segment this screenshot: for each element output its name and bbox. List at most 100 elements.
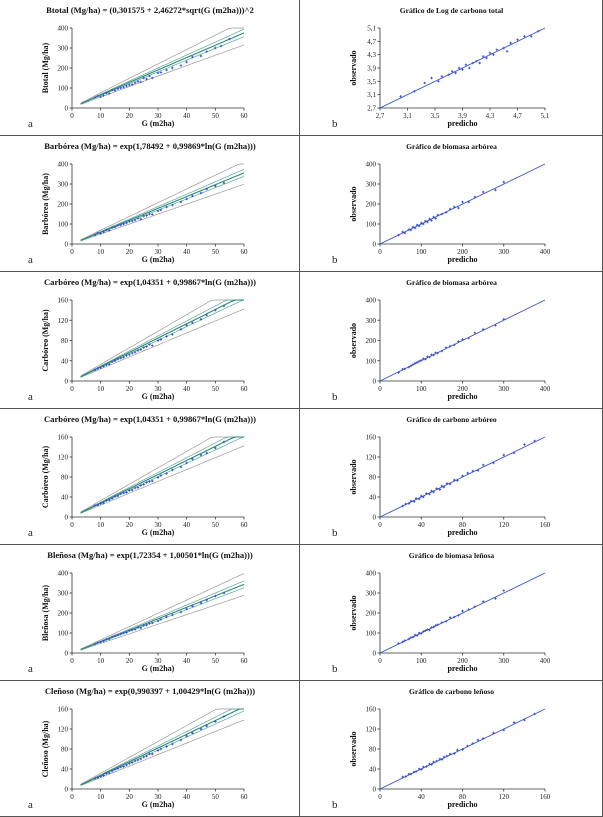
y-tick-label: 80 (369, 474, 377, 482)
data-point (108, 363, 111, 366)
panel-4-a: Carbóreo (Mg/ha) = exp(1,04351 + 0,99867… (0, 409, 300, 545)
data-point (445, 754, 449, 758)
data-point (440, 621, 444, 624)
data-point (125, 631, 128, 634)
data-point (409, 228, 413, 232)
data-point (436, 623, 439, 626)
y-tick-label: 100 (366, 630, 377, 638)
data-point (422, 222, 425, 226)
data-point (131, 219, 134, 223)
data-point (488, 51, 492, 55)
fit-line (80, 32, 245, 105)
data-point (432, 490, 435, 494)
data-point (148, 343, 151, 346)
chart-title: Btotal (Mg/ha) = (0,301575 + 2,46272*sqr… (46, 5, 254, 15)
data-point (407, 772, 411, 776)
data-point (93, 504, 97, 507)
panel-2-b: Gráfico de biomasa arbórea 0 100 200 300 400 0… (300, 136, 603, 272)
data-point (440, 212, 444, 216)
data-point (142, 214, 145, 218)
fit-chart: Carbóreo (Mg/ha) = exp(1,04351 + 0,99867… (41, 277, 256, 401)
y-axis-label: Cleñoso (Mg/ha) (41, 720, 50, 777)
data-point (440, 758, 444, 761)
y-tick-label: 0 (65, 378, 69, 386)
y-tick-label: 100 (366, 357, 377, 365)
x-tick-label: 20 (126, 521, 134, 529)
data-point (471, 469, 475, 473)
data-point (119, 632, 122, 636)
data-point (409, 499, 413, 503)
outer-band-upper (80, 27, 244, 104)
data-point (228, 37, 231, 41)
data-point (457, 614, 460, 617)
data-point (523, 718, 526, 722)
data-point (413, 226, 417, 230)
data-point (122, 631, 125, 635)
fit-line (80, 708, 244, 786)
y-axis-label: observado (349, 50, 358, 85)
x-tick-label: 40 (183, 385, 191, 393)
data-point (105, 638, 108, 641)
data-point (523, 35, 526, 38)
y-tick-label: 200 (366, 337, 377, 345)
data-point (481, 328, 485, 331)
data-point (156, 619, 160, 623)
x-tick-label: 20 (126, 657, 134, 665)
panel-letter: a (28, 527, 33, 539)
x-tick-label: 0 (378, 793, 382, 801)
y-tick-label: 0 (373, 241, 377, 249)
panel-1-b: Gráfico de Log de carbono total 2,7 3,1 3,5… (300, 0, 603, 136)
data-point (139, 757, 142, 761)
data-point (108, 92, 111, 95)
data-point (142, 483, 145, 486)
x-tick-label: 2,7 (376, 112, 385, 120)
data-point (185, 324, 188, 327)
inner-band-upper (80, 580, 245, 650)
data-point (475, 60, 478, 63)
pred-obs-chart: Gráfico de biomasa arbórea 0 100 200 300 400 0… (349, 278, 551, 401)
data-point (502, 453, 505, 457)
data-point (436, 213, 439, 217)
data-point (411, 225, 415, 229)
data-point (99, 232, 102, 235)
data-point (492, 461, 495, 465)
data-point (165, 68, 168, 72)
data-point (473, 195, 477, 199)
data-point (466, 471, 469, 475)
data-point (467, 336, 470, 340)
data-point (151, 752, 154, 756)
panel-3-a: Carbóreo (Mg/ha) = exp(1,04351 + 0,99867… (0, 272, 300, 409)
data-point (122, 491, 125, 495)
y-tick-label: 400 (366, 161, 377, 169)
x-tick-label: 0 (70, 385, 74, 393)
x-tick-label: 0 (70, 657, 74, 665)
data-point (191, 604, 194, 608)
data-point (442, 485, 446, 489)
x-tick-label: 20 (126, 112, 134, 120)
data-point (399, 95, 402, 98)
panel-2-a: Barbórea (Mg/ha) = exp(1,78492 + 0,99869… (0, 136, 300, 272)
chart-title: Bleñosa (Mg/ha) = exp(1,72354 + 1,00501*… (47, 550, 253, 560)
y-axis-label: Carbóreo (Mg/ha) (41, 309, 50, 372)
x-tick-label: 120 (499, 793, 510, 801)
data-point (139, 626, 142, 630)
data-point (136, 80, 140, 83)
data-point (102, 639, 105, 643)
x-tick-label: 40 (183, 657, 191, 665)
y-tick-label: 400 (58, 161, 69, 169)
data-point (133, 628, 137, 631)
x-axis-label: predicho (447, 255, 477, 264)
data-point (411, 363, 415, 366)
data-point (417, 359, 421, 363)
x-tick-label: 60 (241, 385, 249, 393)
x-tick-label: 10 (97, 385, 105, 393)
data-point (93, 368, 97, 372)
x-tick-label: 0 (70, 112, 74, 120)
data-point (453, 205, 456, 209)
chart-title: Gráfico de carbono arbóreo (406, 415, 497, 424)
outer-band-upper (80, 436, 244, 513)
data-point (413, 90, 416, 93)
data-point (440, 75, 444, 78)
data-point (481, 600, 485, 603)
